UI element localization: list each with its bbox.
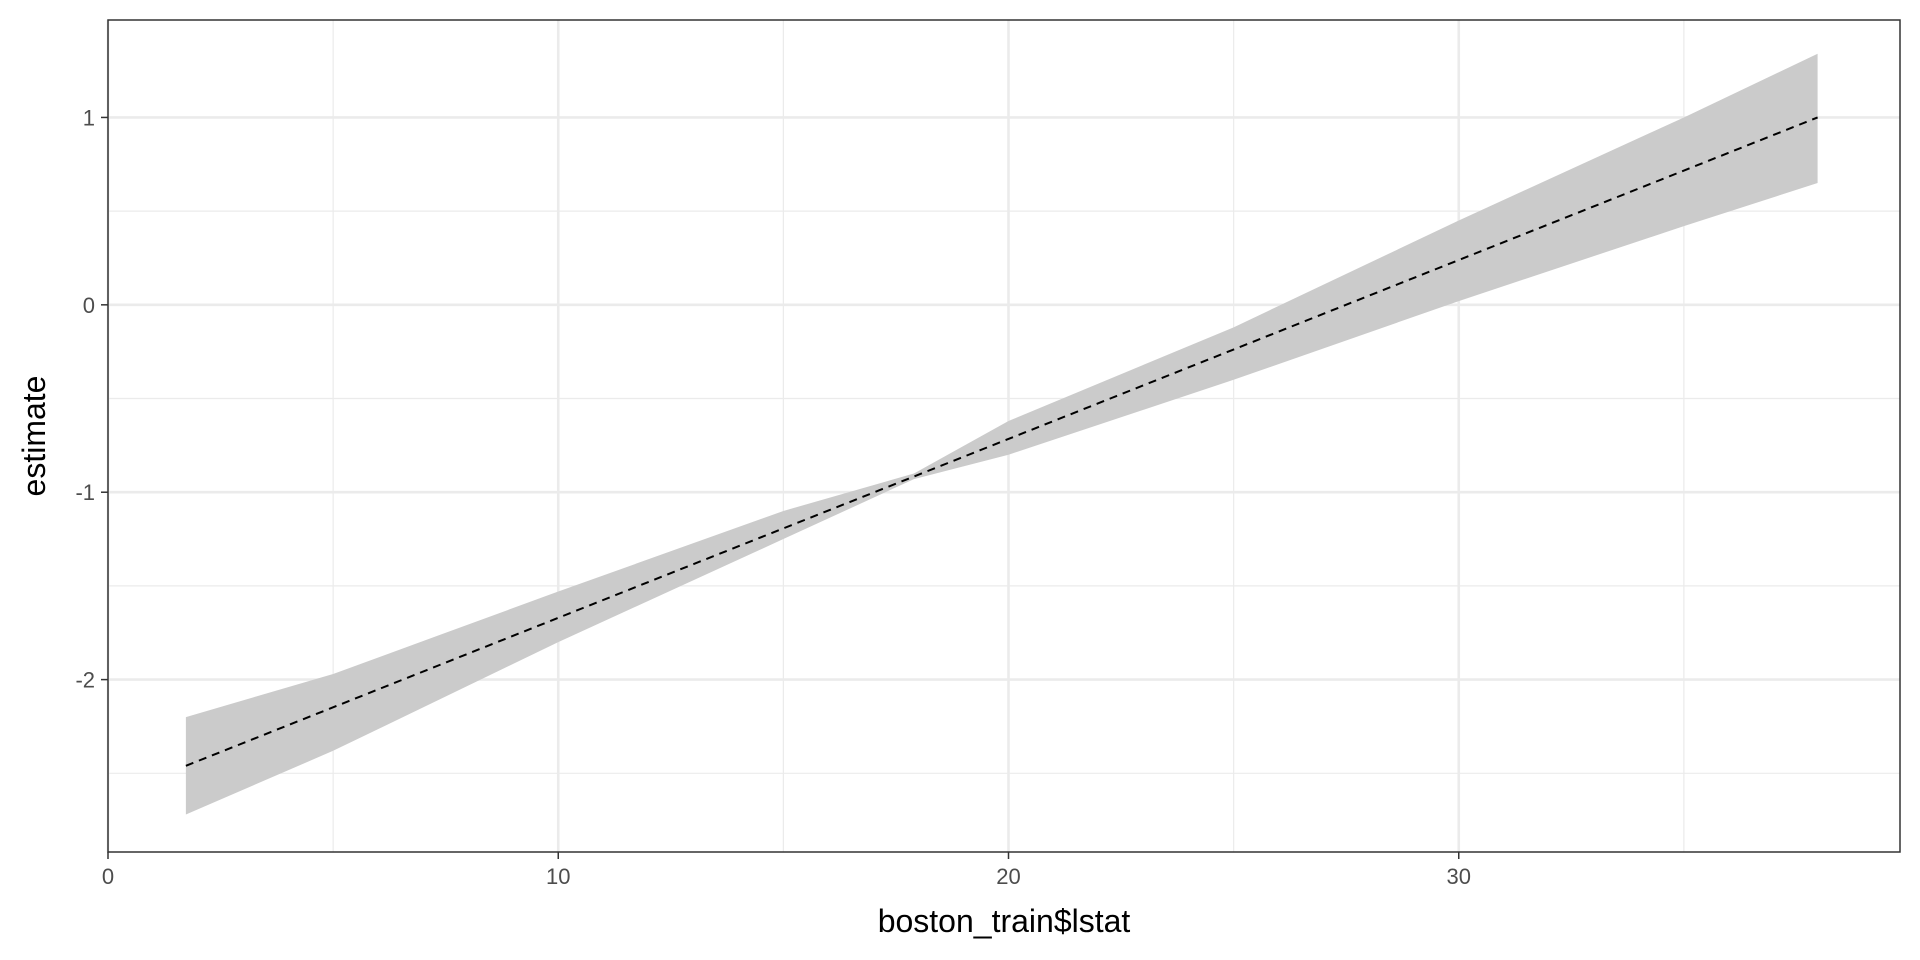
x-axis-title: boston_train$lstat [878,903,1131,939]
estimate-line-layer [185,116,1818,767]
x-axis-ticks: 0 10 20 30 [102,852,1471,889]
confidence-band [185,53,1818,815]
y-tick-label: 1 [83,105,95,130]
estimate-line [185,116,1818,767]
panel-border [107,19,1901,853]
x-tick-label: 0 [102,864,114,889]
y-axis-title: estimate [16,376,52,497]
x-tick-label: 30 [1447,864,1471,889]
y-axis-ticks: -2 -1 0 1 [75,105,108,693]
y-tick-label: -1 [75,480,95,505]
y-tick-label: 0 [83,293,95,318]
confidence-band-layer [185,53,1818,815]
y-tick-label: -2 [75,668,95,693]
x-tick-label: 20 [996,864,1020,889]
x-tick-label: 10 [546,864,570,889]
